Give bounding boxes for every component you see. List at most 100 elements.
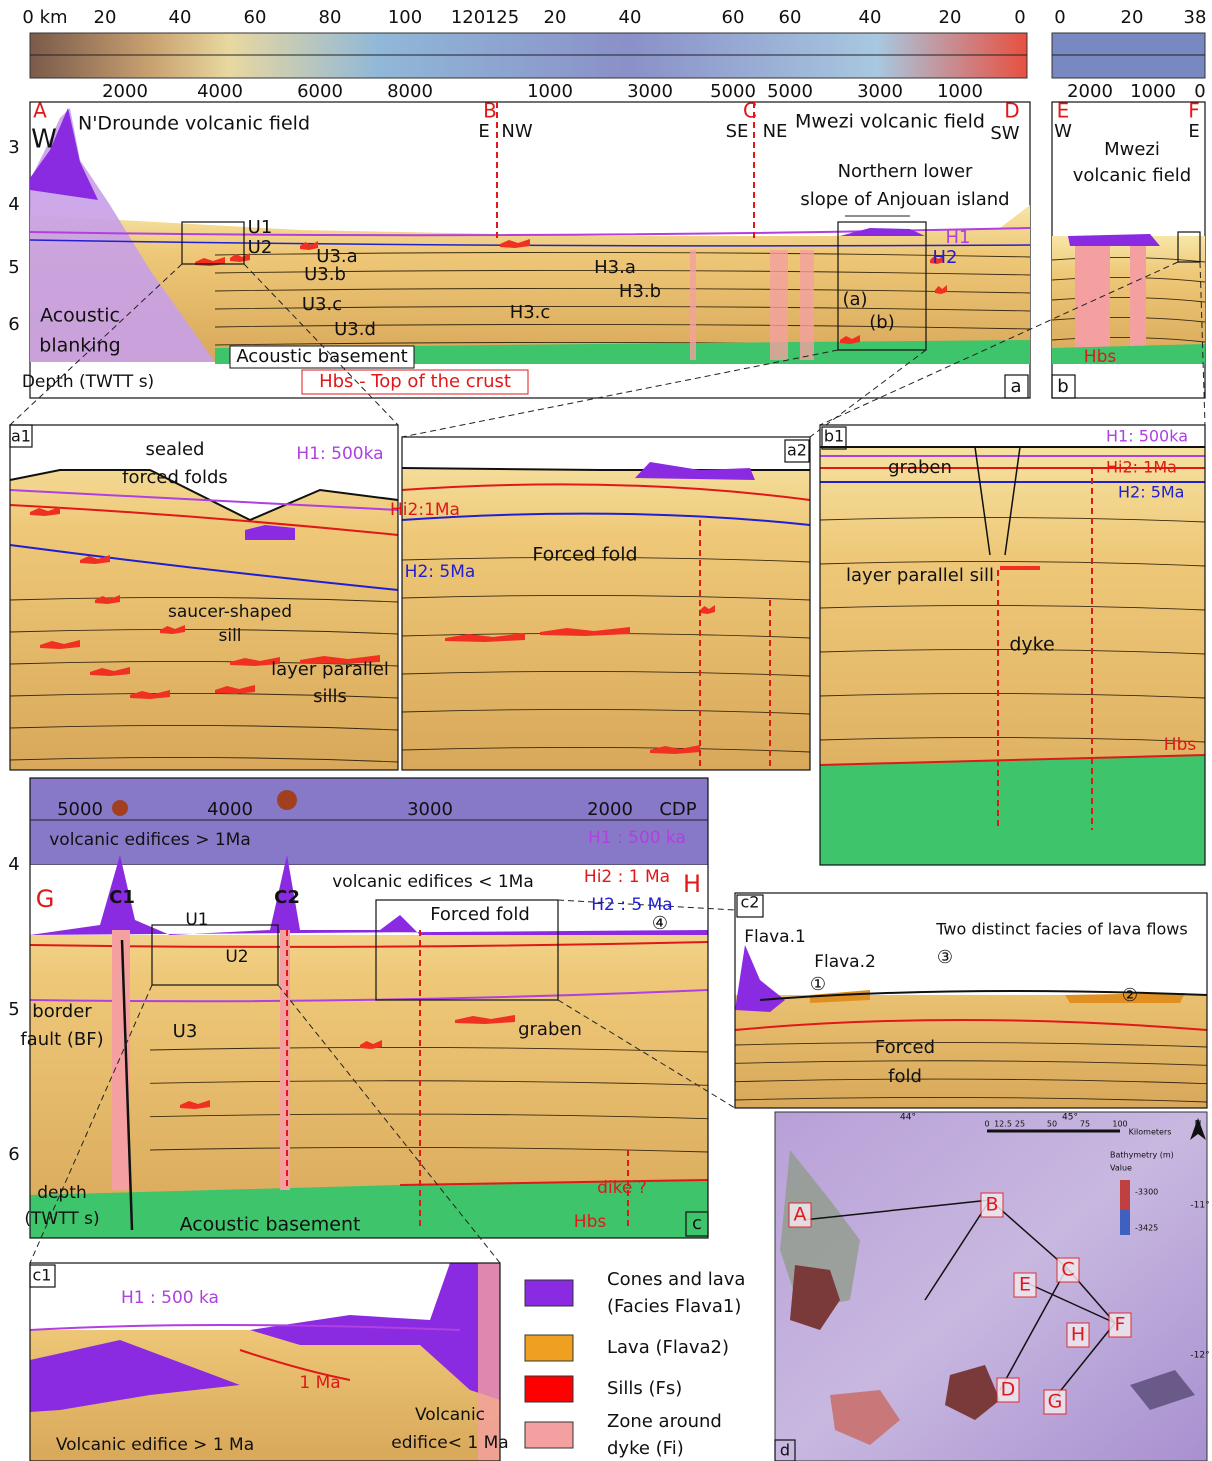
point-label: D [1004,99,1019,123]
label: Mwezi volcanic field [795,111,985,133]
label: Hbs - Top of the crust [319,371,511,392]
point-label: B [985,1194,998,1216]
label: Acoustic basement [236,346,407,367]
legend-swatch [525,1422,573,1448]
panel-tag-label: a1 [11,427,31,446]
label: blanking [39,335,120,357]
label: -3300 [1135,1188,1158,1197]
point-label: E [1019,1274,1031,1296]
panel-tag-label: c [692,1213,702,1234]
label: Volcanic [415,1405,485,1425]
water [30,1263,500,1330]
distance-tick: 40 [169,7,192,28]
label: SW [990,123,1019,144]
point-label: H [1071,1324,1085,1346]
label: slope of Anjouan island [800,189,1009,210]
label: Flava.2 [814,952,876,972]
panel-tag-label: b1 [824,427,844,446]
dyke-zone [690,250,696,360]
label: Hi2: 1Ma [1106,458,1177,477]
figure: Cones and lava(Facies Flava1)Lava (Flava… [0,0,1212,1461]
panel-tag-label: a2 [787,441,807,460]
label: edifice< 1 Ma [391,1433,508,1453]
page: Seismic profiles {"panel_a":{"label":"a"… [0,0,1212,1461]
label: fault (BF) [20,1029,103,1050]
label: G [36,885,55,913]
label: Depth (TWTT s) [22,372,154,392]
depth-tick: 6 [8,314,19,335]
label: dike ? [597,1178,647,1198]
label: Volcanic edifice > 1 Ma [56,1435,254,1455]
seamount [277,790,297,810]
cdp-tick: CDP [659,799,696,820]
label: -12° [1190,1351,1209,1361]
unit-label: U2 [248,237,273,258]
label: sills [313,686,347,707]
dyke-zone [478,1263,500,1461]
depth-tick: 5 [8,999,19,1020]
label: E [1188,121,1199,142]
acoustic-basement [820,755,1205,865]
water [402,437,810,470]
label: NE [763,121,788,142]
label: H2 : 5 Ma [591,895,672,915]
label: Value [1110,1164,1132,1173]
label: Hbs [574,1212,607,1232]
dyke-zone [280,930,290,1190]
distance-tick: 120 [451,7,485,28]
label: -11° [1190,1201,1209,1211]
label: NW [501,121,532,142]
label: Acoustic [40,305,120,327]
label: -3425 [1135,1224,1158,1233]
label: Hi2:1Ma [390,500,460,520]
distance-tick: 20 [544,7,567,28]
cdp-tick: 4000 [197,81,243,102]
distance-tick: 80 [319,7,342,28]
label: dyke [1009,634,1054,656]
point-label: G [1048,1391,1063,1413]
label: F [1188,99,1200,123]
label: volcanic edifices > 1Ma [49,830,251,850]
panel-tag-label: a [1010,376,1021,397]
label: Bathymetry (m) [1110,1151,1174,1160]
depth-tick: 4 [8,854,19,875]
label: forced folds [122,467,228,488]
label: Forced [875,1037,935,1058]
label: Two distinct facies of lava flows [935,920,1187,939]
distance-tick: 60 [779,7,802,28]
label: Mwezi [1104,139,1160,160]
label: H1: 500ka [296,444,383,464]
legend-swatch [525,1335,573,1361]
cdp-tick: 1000 [527,81,573,102]
cdp-tick: 2000 [587,799,633,820]
legend-label: Lava (Flava2) [607,1337,729,1358]
label: 45° [1062,1113,1078,1123]
distance-tick: 0 km [22,7,67,28]
distance-tick: 0 [1014,7,1025,28]
panel-tag-label: c1 [33,1266,52,1285]
label: C2 [274,887,300,908]
cdp-tick: 1000 [1130,81,1176,102]
label: H1: 500ka [1106,427,1188,446]
legend-label: Sills (Fs) [607,1378,682,1399]
cdp-tick: 2000 [102,81,148,102]
legend-label: Cones and lava [607,1269,745,1290]
distance-tick: 0 [1054,7,1065,28]
label: Flava.1 [744,927,806,947]
label: C1 [109,887,135,908]
label: ② [1122,985,1138,1006]
label: H2: 5Ma [1118,483,1184,502]
distance-tick: 60 [722,7,745,28]
label: sill [218,626,241,646]
color-bar [1120,1210,1130,1235]
label: sealed [146,439,205,460]
label: H3.b [619,281,661,302]
label: H1 : 500 ka [121,1288,219,1308]
label: volcanic field [1073,165,1191,186]
dyke-zone [800,250,814,360]
label: (TWTT s) [24,1209,99,1229]
legend-swatch [525,1280,573,1306]
distance-tick: 125 [485,7,519,28]
label: graben [518,1019,582,1040]
dyke-zone [1130,246,1146,356]
